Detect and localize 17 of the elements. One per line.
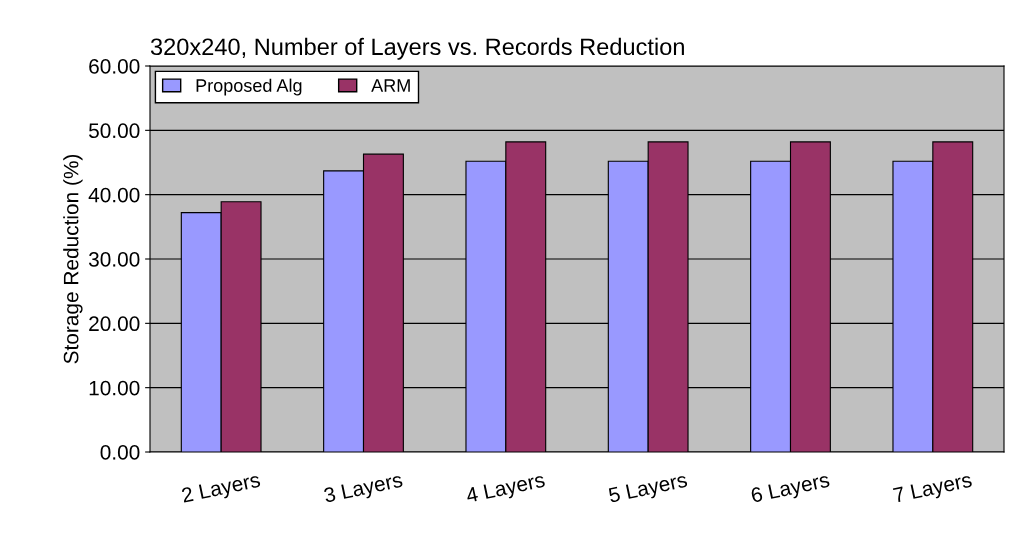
- x-tick-label: 4 Layers: [465, 472, 547, 507]
- y-tick-label: 10.00: [89, 380, 140, 396]
- legend-label: Proposed Alg: [196, 78, 302, 96]
- x-tick-label: 3 Layers: [323, 472, 404, 507]
- x-tick-label: 7 Layers: [892, 472, 974, 507]
- y-tick-label: 30.00: [88, 252, 140, 267]
- y-axis-title: Storage Reduction (%): [63, 154, 83, 364]
- legend-label: ARM: [371, 79, 410, 92]
- y-tick-label: 60.00: [89, 59, 140, 74]
- x-tick-label: 5 Layers: [608, 472, 689, 507]
- y-tick-label: 50.00: [88, 123, 140, 139]
- y-tick-label: 40.00: [88, 187, 140, 203]
- y-tick-label: 0.00: [100, 445, 140, 460]
- x-tick-label: 6 Layers: [750, 472, 831, 507]
- chart-title: 320x240, Number of Layers vs. Records Reduction: [150, 37, 684, 60]
- x-tick-label: 2 Layers: [181, 472, 262, 507]
- y-tick-label: 20.00: [89, 316, 140, 332]
